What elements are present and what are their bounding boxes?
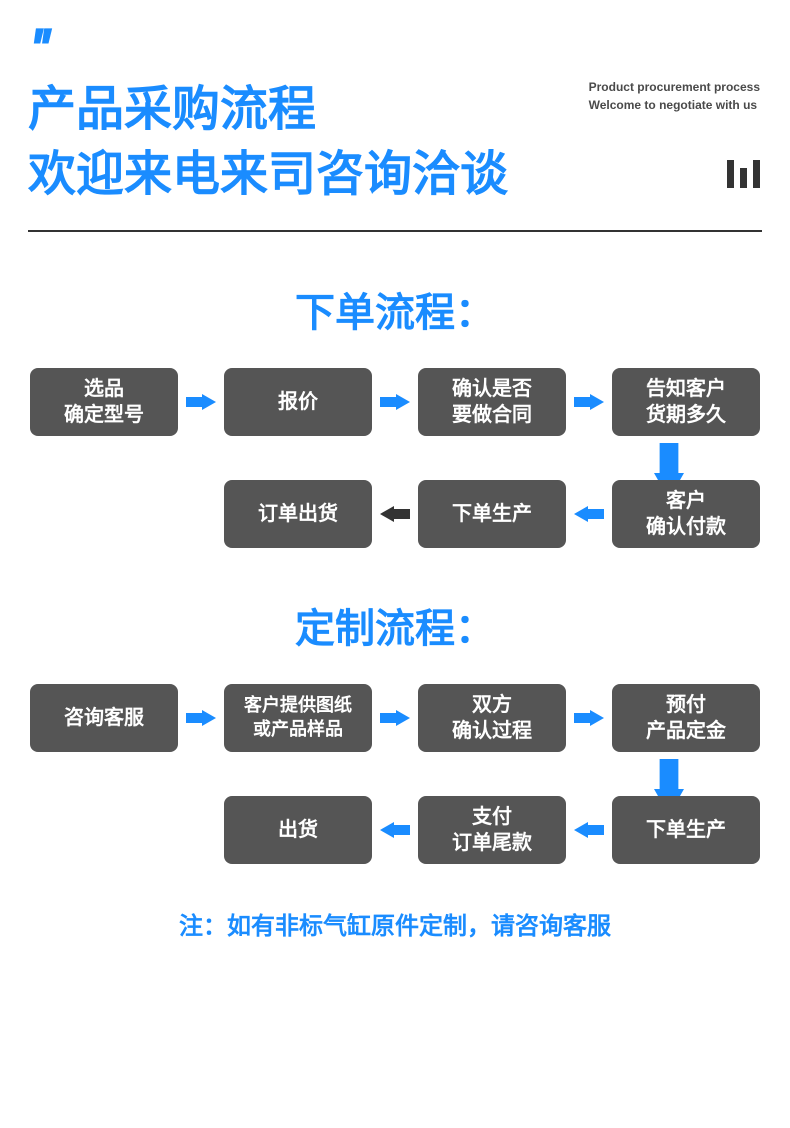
flow2-node-balance: 支付 订单尾款 — [418, 796, 566, 864]
flow2-node-produce: 下单生产 — [612, 796, 760, 864]
subtitle-english: Product procurement process Welcome to n… — [589, 78, 760, 114]
subtitle-en-line1: Product procurement process — [589, 78, 760, 96]
divider — [28, 230, 762, 232]
flow2-node-consult: 咨询客服 — [30, 684, 178, 752]
flow1-node-payment: 客户 确认付款 — [612, 480, 760, 548]
flow1: 选品 确定型号 报价 确认是否 要做合同 告知客户 货期多久 — [0, 368, 790, 548]
flow2-node-drawings: 客户提供图纸 或产品样品 — [224, 684, 372, 752]
arrow-right-icon — [380, 387, 410, 417]
flow1-node-quote: 报价 — [224, 368, 372, 436]
arrow-right-icon — [574, 703, 604, 733]
flow2-node-confirm: 双方 确认过程 — [418, 684, 566, 752]
flow2: 咨询客服 客户提供图纸 或产品样品 双方 确认过程 预付 产品定金 — [0, 684, 790, 864]
flow1-node-produce: 下单生产 — [418, 480, 566, 548]
flow2-node-ship: 出货 — [224, 796, 372, 864]
arrow-left-icon — [380, 815, 410, 845]
section1-title: 下单流程： — [0, 280, 790, 338]
flow1-node-select: 选品 确定型号 — [30, 368, 178, 436]
title-line2: 欢迎来电来司咨询洽谈 — [28, 143, 762, 208]
footnote: 注：如有非标气缸原件定制，请咨询客服 — [0, 906, 790, 941]
header: Product procurement process Welcome to n… — [0, 0, 790, 208]
arrow-right-icon — [574, 387, 604, 417]
arrow-left-icon — [574, 499, 604, 529]
arrow-right-icon — [186, 387, 216, 417]
flow1-node-ship: 订单出货 — [224, 480, 372, 548]
arrow-down-icon — [654, 443, 684, 473]
section2-title: 定制流程： — [0, 596, 790, 654]
subtitle-en-line2: Welcome to negotiate with us — [589, 96, 760, 114]
arrow-right-icon — [380, 703, 410, 733]
flow1-node-leadtime: 告知客户 货期多久 — [612, 368, 760, 436]
arrow-left-icon — [574, 815, 604, 845]
arrow-right-icon — [186, 703, 216, 733]
arrow-down-icon — [654, 759, 684, 789]
flow1-node-contract: 确认是否 要做合同 — [418, 368, 566, 436]
bars-decoration — [727, 160, 760, 188]
flow2-node-deposit: 预付 产品定金 — [612, 684, 760, 752]
arrow-left-icon — [380, 499, 410, 529]
